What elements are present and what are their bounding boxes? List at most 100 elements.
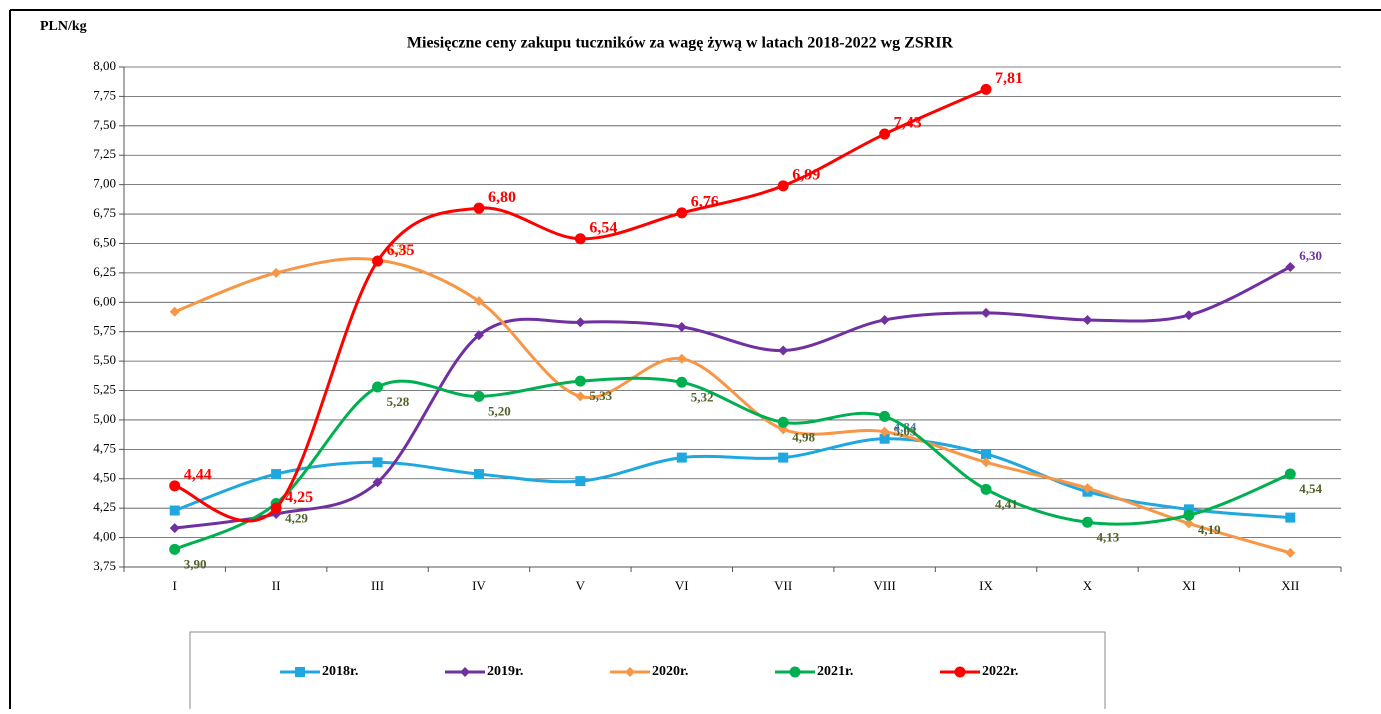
legend-label: 2022r.: [982, 664, 1018, 679]
x-tick-label: V: [576, 578, 586, 593]
y-tick-label: 4,00: [93, 529, 116, 544]
data-label: 6,76: [691, 194, 719, 211]
series-line: [174, 87, 987, 523]
data-label: 5,03: [894, 423, 917, 438]
marker: [473, 296, 484, 307]
data-label: 5,28: [387, 394, 410, 409]
marker: [574, 233, 586, 245]
marker: [980, 83, 992, 95]
marker: [676, 376, 688, 388]
marker: [981, 449, 992, 460]
marker: [879, 433, 890, 444]
marker: [980, 483, 992, 495]
x-tick-label: IX: [979, 578, 993, 593]
marker: [1285, 262, 1296, 272]
data-label: 7,81: [995, 70, 1023, 87]
marker: [1183, 509, 1195, 521]
marker: [879, 426, 890, 437]
marker: [981, 307, 992, 318]
marker: [676, 353, 687, 364]
x-tick-label: VIII: [873, 578, 895, 593]
marker: [778, 345, 789, 356]
data-label: 4,44: [184, 466, 212, 483]
y-tick-label: 5,50: [93, 352, 116, 367]
marker: [777, 180, 789, 192]
data-label: 6,54: [589, 219, 617, 236]
y-tick-label: 8,00: [93, 58, 116, 73]
legend-label: 2020r.: [652, 664, 688, 679]
data-label: 4,13: [1096, 529, 1119, 544]
marker: [473, 202, 485, 214]
data-label: 4,98: [792, 429, 815, 444]
marker: [372, 255, 384, 267]
marker: [879, 314, 890, 325]
data-label: 6,35: [387, 242, 415, 259]
marker: [372, 457, 383, 468]
series-line: [174, 257, 1291, 555]
y-tick-label: 3,75: [93, 558, 116, 573]
marker: [271, 469, 282, 480]
data-label: 7,43: [894, 115, 922, 132]
y-tick-label: 4,25: [93, 499, 116, 514]
data-label: 5,20: [488, 403, 511, 418]
data-label: 5,33: [589, 388, 612, 403]
y-tick-label: 6,00: [93, 293, 116, 308]
marker: [954, 666, 966, 678]
marker: [575, 391, 586, 402]
marker: [473, 390, 485, 402]
x-tick-label: VI: [675, 578, 689, 593]
data-label: 6,99: [792, 166, 820, 183]
marker: [169, 480, 181, 492]
y-axis-label: PLN/kg: [40, 19, 87, 34]
data-label: 4,19: [1198, 522, 1221, 537]
data-label: 6,36: [387, 241, 410, 256]
y-tick-label: 7,50: [93, 117, 116, 132]
marker: [778, 452, 789, 463]
y-tick-label: 6,75: [93, 205, 116, 220]
x-tick-label: IV: [472, 578, 486, 593]
y-tick-label: 7,75: [93, 87, 116, 102]
marker: [575, 476, 586, 487]
data-label: 6,80: [488, 189, 516, 206]
x-tick-label: XII: [1281, 578, 1299, 593]
marker: [270, 502, 282, 514]
marker: [1082, 314, 1093, 325]
marker: [1183, 504, 1194, 515]
series-line: [174, 265, 1291, 530]
marker: [575, 317, 586, 328]
marker: [169, 543, 181, 555]
marker: [1285, 547, 1296, 558]
legend-label: 2018r.: [322, 664, 358, 679]
x-tick-label: II: [272, 578, 281, 593]
marker: [879, 410, 891, 422]
marker: [676, 322, 687, 332]
marker: [676, 207, 688, 219]
data-label: 4,41: [995, 496, 1018, 511]
y-tick-label: 5,00: [93, 411, 116, 426]
data-label: 5,32: [691, 389, 714, 404]
marker: [295, 667, 305, 677]
marker: [169, 523, 180, 534]
x-tick-label: X: [1083, 578, 1093, 593]
data-label: 6,30: [1299, 248, 1322, 263]
series-line: [174, 376, 1291, 551]
marker: [1284, 468, 1296, 480]
y-tick-label: 7,00: [93, 176, 116, 191]
marker: [789, 666, 801, 678]
marker: [676, 452, 687, 463]
y-tick-label: 7,25: [93, 146, 116, 161]
marker: [169, 505, 180, 516]
y-tick-label: 6,25: [93, 264, 116, 279]
y-tick-label: 4,50: [93, 470, 116, 485]
marker: [625, 667, 635, 677]
marker: [1285, 512, 1296, 523]
x-tick-label: VII: [774, 578, 792, 593]
legend-label: 2021r.: [817, 664, 853, 679]
x-tick-label: I: [173, 578, 177, 593]
y-tick-label: 5,75: [93, 323, 116, 338]
marker: [981, 457, 992, 468]
data-label: 4,25: [285, 489, 313, 506]
marker: [372, 381, 384, 393]
marker: [777, 416, 789, 428]
